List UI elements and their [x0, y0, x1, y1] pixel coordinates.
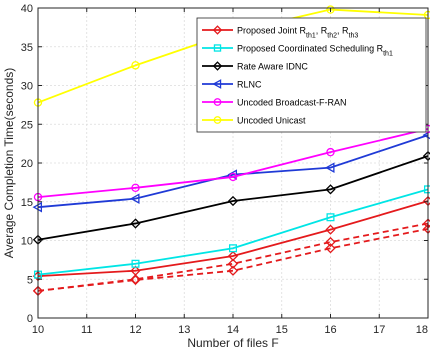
x-tick-label: 10	[32, 324, 44, 336]
data-point	[325, 243, 336, 254]
series-line	[37, 200, 429, 278]
legend-box	[196, 17, 427, 133]
legend-marker	[213, 116, 222, 124]
legend-subscript: th3	[349, 32, 359, 39]
y-tick-label: 35	[21, 42, 33, 54]
data-point	[228, 172, 238, 182]
y-tick-label: 10	[21, 236, 33, 248]
data-point	[326, 5, 335, 14]
data-point	[325, 224, 336, 235]
legend-label-rest: , R	[337, 26, 349, 36]
series-1	[33, 185, 430, 279]
legend-label: Proposed Joint Rth1, Rth2, Rth3	[237, 26, 358, 40]
legend-label-text: Uncoded Unicast	[237, 116, 306, 126]
data-point	[227, 265, 239, 276]
x-tick-label: 13	[178, 324, 190, 336]
series-line	[37, 227, 429, 292]
data-point	[130, 218, 141, 229]
data-point	[227, 195, 239, 207]
x-tick-label: 17	[373, 324, 385, 336]
y-tick-label: 25	[21, 119, 33, 131]
x-tick-label: 18	[416, 324, 428, 336]
y-tick-label: 5	[27, 274, 33, 286]
x-tick-label: 16	[324, 324, 336, 336]
legend-marker	[213, 98, 222, 106]
legend-label: Uncoded Unicast	[237, 116, 306, 126]
series-line	[37, 128, 429, 198]
legend-label: Rate Aware IDNC	[237, 62, 308, 72]
data-point	[324, 162, 335, 173]
legend-label: RLNC	[237, 80, 262, 90]
data-point	[129, 193, 140, 204]
legend-label-text: Uncoded Broadcast-F-RAN	[237, 98, 347, 108]
legend-entry: Rate Aware IDNC	[202, 61, 308, 72]
y-tick-label: 20	[21, 158, 33, 170]
legend-label-text: RLNC	[237, 80, 262, 90]
legend-label-text: Rate Aware IDNC	[237, 62, 308, 72]
legend-subscript: th1	[306, 32, 316, 39]
y-axis-title: Average Completion Time(seconds)	[2, 68, 16, 259]
series-line	[37, 155, 429, 241]
x-tick-label: 11	[81, 324, 92, 336]
data-point	[326, 213, 335, 222]
y-tick-label: 15	[21, 197, 33, 209]
legend-entry: RLNC	[202, 79, 262, 90]
legend-label-rest: , R	[316, 26, 328, 36]
data-point	[130, 274, 141, 286]
legend-entry: Proposed Coordinated Scheduling Rth1	[202, 44, 393, 58]
data-point	[131, 259, 140, 268]
x-tick-label: 14	[227, 324, 239, 336]
legend-marker	[212, 79, 222, 89]
y-tick-label: 40	[21, 3, 33, 15]
y-tick-label: 0	[27, 313, 33, 325]
legend-label: Uncoded Broadcast-F-RAN	[237, 98, 347, 108]
y-tick-label: 30	[21, 81, 33, 93]
x-axis-title: Number of files F	[187, 336, 278, 350]
legend-entry: Proposed Joint Rth1, Rth2, Rth3	[202, 25, 358, 40]
legend-subscript: th2	[327, 32, 337, 39]
data-point	[227, 258, 239, 269]
legend-subscript: th1	[383, 50, 393, 57]
data-point	[131, 183, 140, 193]
data-point	[326, 147, 335, 157]
legend-label-text: Proposed Coordinated Scheduling R	[237, 44, 384, 54]
legend: Proposed Joint Rth1, Rth2, Rth3Proposed …	[196, 17, 427, 133]
legend-entry: Uncoded Broadcast-F-RAN	[202, 98, 347, 108]
data-point	[131, 61, 140, 70]
series-line	[37, 134, 429, 209]
data-point	[325, 236, 336, 248]
legend-label-text: Proposed Joint R	[237, 26, 307, 36]
legend-marker	[212, 25, 223, 35]
legend-marker	[213, 44, 222, 52]
legend-label: Proposed Coordinated Scheduling Rth1	[237, 44, 393, 58]
axis-ticks: 10 11 12 13 14 15 16 17 18 0 5 10 15 20 25 30 35 40	[21, 3, 429, 336]
data-point	[325, 184, 336, 195]
data-point	[228, 244, 238, 253]
series-line	[37, 188, 429, 276]
series-2	[32, 150, 430, 245]
x-tick-label: 15	[276, 324, 288, 336]
x-tick-label: 12	[129, 324, 141, 336]
legend-marker	[212, 61, 223, 71]
legend-entry: Uncoded Unicast	[202, 116, 306, 126]
